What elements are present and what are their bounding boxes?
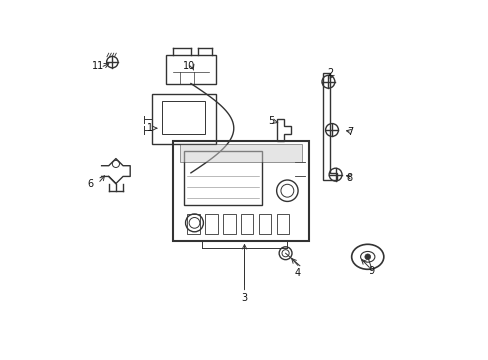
Bar	[258, 214, 271, 234]
Text: 11: 11	[92, 61, 104, 71]
Text: 4: 4	[294, 268, 301, 278]
Bar	[151, 94, 216, 144]
Text: 2: 2	[326, 68, 333, 78]
Text: 5: 5	[267, 116, 274, 126]
Circle shape	[364, 254, 370, 260]
Text: 7: 7	[346, 127, 352, 137]
Bar	[173, 141, 308, 241]
Bar	[223, 214, 235, 234]
Bar	[187, 214, 200, 234]
Text: 3: 3	[241, 293, 247, 303]
Text: 10: 10	[183, 61, 195, 71]
Text: 8: 8	[346, 173, 352, 183]
Bar	[276, 214, 288, 234]
Bar	[180, 144, 301, 162]
Text: 6: 6	[88, 179, 94, 189]
Bar	[162, 102, 205, 134]
Bar	[241, 214, 253, 234]
Text: 1: 1	[146, 123, 153, 133]
Bar	[183, 152, 262, 205]
Bar	[205, 214, 217, 234]
Text: 9: 9	[367, 266, 374, 276]
